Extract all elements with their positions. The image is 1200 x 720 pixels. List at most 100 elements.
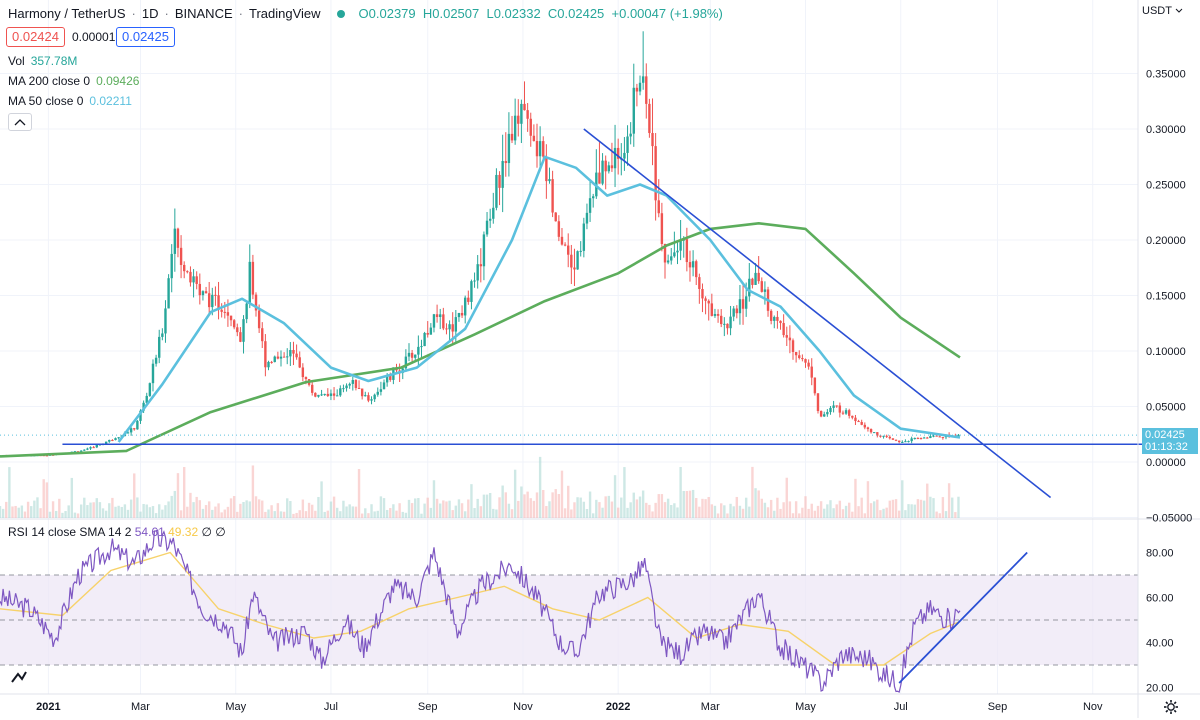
candle-body (844, 410, 848, 414)
ma200-legend[interactable]: MA 200 close 0 0.09426 (8, 74, 139, 88)
volume-bar (332, 496, 336, 518)
volume-bar (79, 504, 83, 518)
volume-bar (267, 509, 270, 518)
volume-bar (348, 504, 351, 518)
volume-bar (710, 504, 714, 518)
volume-bar (326, 510, 330, 518)
candle-body (345, 385, 348, 389)
ma200-line[interactable] (0, 222, 961, 458)
volume-bar (879, 510, 882, 518)
candle-body (267, 361, 270, 368)
volume-bar (838, 500, 842, 518)
volume-bar (217, 503, 220, 518)
ohlc-values: O0.02379 H0.02507 L0.02332 C0.02425 +0.0… (358, 6, 723, 21)
volume-bar (688, 490, 692, 518)
ma200-value: 0.09426 (96, 74, 140, 88)
volume-bar (298, 510, 301, 518)
candle-body (794, 351, 798, 356)
volume-bar (545, 506, 548, 518)
volume-bar (342, 500, 345, 518)
downtrend-line[interactable] (583, 128, 1052, 499)
volume-bar (232, 496, 236, 518)
volume-bar (573, 502, 576, 518)
candle-body (851, 415, 854, 418)
candle-body (95, 444, 98, 448)
candle-body (823, 414, 826, 417)
chevron-down-icon (1175, 8, 1183, 13)
candle-body (242, 319, 245, 342)
volume-legend[interactable]: Vol 357.78M (8, 54, 77, 68)
candle-body (720, 315, 723, 325)
tradingview-logo-icon[interactable] (8, 668, 30, 688)
volume-bar (286, 498, 289, 518)
gear-icon[interactable] (1163, 699, 1179, 715)
volume-bar (251, 465, 255, 518)
volume-bar (264, 511, 267, 518)
volume-bar (567, 485, 570, 518)
volume-bar (151, 506, 155, 518)
candle-body (320, 394, 323, 396)
candle-body (86, 448, 89, 450)
volume-bar (98, 502, 102, 518)
candle-body (454, 317, 458, 332)
ma50-legend[interactable]: MA 50 close 0 0.02211 (8, 94, 132, 108)
volume-bar (613, 475, 617, 518)
volume-label: Vol (8, 54, 25, 68)
candle-body (245, 303, 248, 320)
candle-body (473, 280, 476, 282)
volume-bar (414, 498, 417, 518)
collapse-indicators-button[interactable] (8, 113, 32, 131)
volume-bar (548, 501, 551, 518)
candle-body (158, 336, 161, 358)
candle-body (735, 308, 739, 314)
candle-body (498, 174, 501, 188)
candle-body (576, 251, 579, 270)
volume-bar (54, 510, 58, 518)
time-tick-label: Sep (418, 701, 438, 713)
volume-bar (239, 503, 242, 518)
volume-bar (95, 498, 98, 518)
volume-bar (354, 506, 358, 518)
volume-bar (164, 505, 167, 518)
rsi-legend[interactable]: RSI 14 close SMA 14 2 54.61 49.32 ∅ ∅ (8, 525, 226, 539)
candle-body (276, 356, 280, 359)
symbol-name[interactable]: Harmony / TetherUS (8, 6, 126, 21)
ask-price[interactable]: 0.02425 (116, 27, 175, 47)
interval[interactable]: 1D (141, 6, 159, 21)
volume-bar (451, 510, 454, 518)
rsi-line[interactable] (0, 529, 961, 693)
ma50-line[interactable] (117, 155, 961, 443)
volume-bar (314, 510, 317, 518)
volume-bar (732, 506, 735, 518)
candle-body (492, 207, 495, 219)
volume-bar (26, 501, 30, 518)
rsi-uptrend-line[interactable] (898, 551, 1028, 684)
candle-body (214, 294, 217, 296)
volume-bar (360, 513, 364, 518)
volume-bar (261, 500, 264, 518)
candle-body (376, 391, 379, 395)
candle-body (513, 115, 517, 141)
rsi-sma-line[interactable] (0, 551, 961, 666)
volume-bar (866, 481, 870, 518)
currency-selector[interactable]: USDT (1142, 5, 1183, 17)
volume-bars (0, 456, 960, 518)
volume-bar (398, 503, 401, 518)
volume-bar (510, 509, 514, 518)
volume-bar (560, 470, 564, 518)
bid-price[interactable]: 0.02424 (6, 27, 65, 47)
candle-body (264, 341, 267, 368)
candle-body (198, 283, 202, 296)
volume-bar (8, 467, 11, 518)
volume-bar (616, 507, 620, 518)
volume-bar (716, 513, 720, 518)
volume-bar (173, 490, 177, 518)
rsi-pane[interactable] (0, 529, 1138, 693)
candle-body (673, 252, 676, 257)
candle-body (298, 357, 301, 368)
candle-body (872, 432, 876, 434)
volume-bar (432, 480, 436, 518)
candle-body (841, 412, 845, 414)
trendlines[interactable] (62, 128, 1198, 499)
